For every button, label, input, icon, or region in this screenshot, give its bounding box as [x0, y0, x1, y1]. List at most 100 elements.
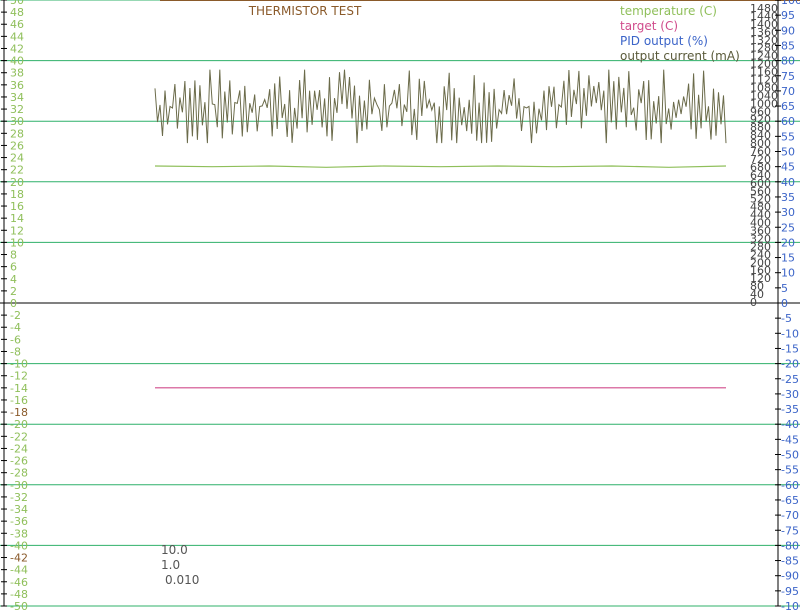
pid-tick-label: 65 [781, 100, 795, 113]
pid-tick-label: -40 [781, 418, 799, 431]
left-tick-label: -8 [10, 345, 21, 358]
left-tick-label: 42 [10, 42, 24, 55]
left-tick-label: 30 [10, 115, 24, 128]
left-tick-label: -36 [10, 515, 28, 528]
series-line-temperature-c- [154, 165, 727, 168]
current-tick-label: 880 [750, 121, 771, 134]
current-tick-label: 1280 [750, 42, 778, 55]
left-tick-label: -4 [10, 321, 21, 334]
current-tick-label: 120 [750, 272, 771, 285]
pid-tick-label: -50 [781, 449, 799, 462]
pid-tick-label: -75 [781, 524, 799, 537]
current-tick-label: 400 [750, 217, 771, 230]
left-tick-label: -40 [10, 539, 28, 552]
pid-tick-label: -100 [781, 600, 800, 611]
left-tick-label: 44 [10, 30, 24, 43]
pid-tick-label: 95 [781, 9, 795, 22]
current-tick-label: 840 [750, 129, 771, 142]
left-tick-label: -48 [10, 588, 28, 601]
current-tick-label: 920 [750, 113, 771, 126]
left-tick-label: -44 [10, 564, 28, 577]
left-tick-label: 24 [10, 152, 24, 165]
pid-tick-label: 50 [781, 146, 795, 159]
left-tick-label: -10 [10, 358, 28, 371]
pid-tick-label: -30 [781, 388, 799, 401]
left-tick-label: -46 [10, 576, 28, 589]
pid-axis-ticks: 1009590858075706560555045403530252015105… [775, 0, 800, 611]
pid-tick-label: 35 [781, 191, 795, 204]
left-tick-label: -32 [10, 491, 28, 504]
left-tick-label: -14 [10, 382, 28, 395]
current-tick-label: 1120 [750, 74, 778, 87]
left-tick-label: -20 [10, 418, 28, 431]
pid-tick-label: 0 [781, 297, 788, 310]
left-tick-label: 46 [10, 18, 24, 31]
current-tick-label: 320 [750, 232, 771, 245]
pid-tick-label: -10 [781, 327, 799, 340]
pid-tick-label: -80 [781, 539, 799, 552]
pid-tick-label: -15 [781, 342, 799, 355]
left-tick-label: 12 [10, 224, 24, 237]
current-tick-label: 440 [750, 209, 771, 222]
current-tick-label: 240 [750, 248, 771, 261]
pid-tick-label: -20 [781, 358, 799, 371]
pid-params: 10.01.00.010 [161, 543, 199, 587]
current-tick-label: 720 [750, 153, 771, 166]
current-tick-label: 1080 [750, 81, 778, 94]
current-tick-label: 1320 [750, 34, 778, 47]
left-tick-label: -26 [10, 455, 28, 468]
left-tick-label: 10 [10, 236, 24, 249]
left-tick-label: 18 [10, 188, 24, 201]
current-tick-label: 1000 [750, 97, 778, 110]
pid-tick-label: 75 [781, 70, 795, 83]
pid-param: 0.010 [165, 573, 199, 587]
left-tick-label: -16 [10, 394, 28, 407]
left-tick-label: -30 [10, 479, 28, 492]
current-tick-label: 1480 [750, 2, 778, 15]
current-tick-label: 600 [750, 177, 771, 190]
current-tick-label: 680 [750, 161, 771, 174]
left-tick-label: -6 [10, 333, 21, 346]
pid-param: 1.0 [161, 558, 180, 572]
pid-tick-label: -25 [781, 373, 799, 386]
series-line-output-current [154, 69, 727, 144]
pid-tick-label: 85 [781, 39, 795, 52]
left-tick-label: -24 [10, 442, 28, 455]
pid-tick-label: 10 [781, 267, 795, 280]
pid-tick-label: -85 [781, 555, 799, 568]
left-tick-label: 32 [10, 103, 24, 116]
current-tick-label: 80 [750, 280, 764, 293]
left-axis-ticks: 5048464442403836343230282624222018161412… [1, 0, 28, 611]
current-tick-label: 640 [750, 169, 771, 182]
left-tick-label: 50 [10, 0, 24, 7]
pid-tick-label: 20 [781, 236, 795, 249]
current-tick-label: 40 [750, 288, 764, 301]
left-tick-label: -2 [10, 309, 21, 322]
current-tick-label: 1200 [750, 58, 778, 71]
left-tick-label: 8 [10, 249, 17, 262]
left-tick-label: 22 [10, 164, 24, 177]
current-tick-label: 0 [750, 296, 757, 309]
current-tick-label: 560 [750, 185, 771, 198]
current-tick-label: 200 [750, 256, 771, 269]
left-tick-label: -28 [10, 467, 28, 480]
left-tick-label: -22 [10, 430, 28, 443]
left-tick-label: 38 [10, 67, 24, 80]
legend-entry: PID output (%) [620, 34, 708, 48]
left-tick-label: -34 [10, 503, 28, 516]
left-tick-label: -38 [10, 527, 28, 540]
left-tick-label: 36 [10, 79, 24, 92]
pid-tick-label: 45 [781, 161, 795, 174]
pid-tick-label: 55 [781, 130, 795, 143]
pid-tick-label: -35 [781, 403, 799, 416]
left-tick-label: -12 [10, 370, 28, 383]
pid-tick-label: -45 [781, 433, 799, 446]
pid-tick-label: -65 [781, 494, 799, 507]
current-tick-label: 1160 [750, 66, 778, 79]
left-tick-label: 14 [10, 212, 24, 225]
pid-param: 10.0 [161, 543, 188, 557]
current-tick-label: 1040 [750, 89, 778, 102]
pid-tick-label: 40 [781, 176, 795, 189]
